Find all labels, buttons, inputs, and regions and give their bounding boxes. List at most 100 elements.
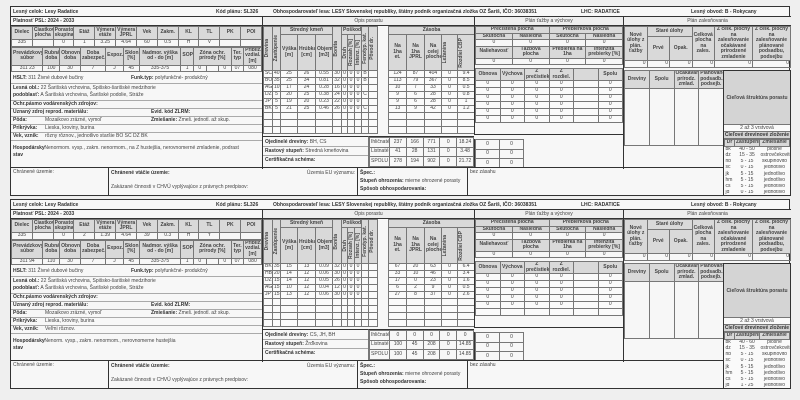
cell: 0	[548, 280, 574, 288]
element: Pôda: Mozaikovo zrázné, vymoľ Zmiešanie: …	[11, 117, 262, 125]
label: LHC:	[581, 9, 593, 15]
cell: 1.2	[457, 105, 474, 113]
element: Ojedinelé dreviny: BH, CS	[263, 138, 368, 147]
label: Obhospodarovateľ lesa:	[273, 9, 331, 15]
cell: 2.6	[457, 291, 474, 299]
cell	[441, 119, 459, 127]
opis-porastu-title: Opis porastu	[263, 17, 474, 26]
cell	[388, 305, 408, 313]
element: Obhospodarovateľ lesa: LESY Slovenskej r…	[273, 7, 537, 16]
cell	[368, 91, 379, 99]
cell: 0.28	[314, 84, 334, 92]
cell	[368, 298, 379, 306]
cell: jednotlivo	[763, 357, 786, 364]
cell	[368, 319, 379, 327]
basic-info-table: DielecČiastková plochaPorastová skupinaE…	[11, 219, 262, 240]
cell: 7	[80, 257, 107, 265]
cell: 40 - 60	[739, 339, 755, 345]
header-cell: Na celej ploche	[424, 227, 443, 264]
cell: 15 - 35	[739, 152, 755, 158]
cell	[280, 298, 298, 306]
cell	[377, 263, 390, 271]
header-cell: Dreviny	[624, 263, 650, 282]
cell	[368, 277, 379, 285]
element: Ležanina	[442, 234, 449, 257]
cell	[377, 277, 390, 285]
cell: 14.85	[456, 349, 474, 360]
cell: 0	[499, 108, 525, 116]
cell	[573, 115, 599, 123]
label: Rastový stupeň:	[265, 148, 304, 154]
cell: 12	[297, 284, 316, 292]
cell	[361, 98, 370, 106]
ciel-row: dz 15 - 35 ostrovčekovito	[725, 152, 790, 158]
header-cell: Fenotyp. kat.	[361, 26, 370, 71]
stock-sum-table: Ihličnaté 0 0 0 0 0 Listnaté 100 45 208 0 14.85 SPOL…	[369, 330, 474, 360]
element: Zmiešanie: Zmeš. jednotl. až skup.	[151, 310, 230, 317]
cell: Ihličnaté	[369, 137, 390, 148]
ciel-row: cs 5 - 15 jednotlivo	[725, 377, 790, 383]
cell	[548, 308, 574, 316]
cell: jednotlivo	[763, 183, 786, 190]
header-cell: Výmera etáže	[94, 26, 117, 40]
cell: 12	[297, 291, 316, 299]
label: LHC:	[581, 202, 593, 208]
cell: 1	[180, 257, 194, 265]
cell: 0	[475, 250, 513, 258]
cell: jednotlivo	[763, 190, 786, 196]
ciel-row: jd 1 - 25 jednotlivo	[725, 383, 790, 388]
cell	[573, 108, 599, 116]
label: Špec.:	[360, 170, 376, 176]
label: Prikrývka:	[13, 125, 38, 131]
header-cell: Na 1ha JPRL	[406, 227, 426, 264]
cell: 0	[499, 139, 524, 150]
cell: 0	[548, 301, 574, 309]
cell: 0.3	[156, 232, 179, 240]
header-cell: Drevina	[263, 219, 273, 264]
cell	[361, 277, 370, 285]
ciel-row: hm 5 - 15 jednotlivo	[725, 177, 790, 183]
cell: 0	[524, 301, 550, 309]
left-panel: DielecČiastková plochaPorastová skupinaE…	[11, 26, 263, 169]
cell: JP	[263, 291, 273, 299]
cell: cs	[725, 183, 731, 190]
cell	[377, 270, 390, 278]
element: Lieska, kroviny, burina	[45, 125, 94, 132]
cell: BO	[263, 77, 273, 85]
cell: 40	[272, 70, 281, 78]
cell: 37	[424, 291, 443, 299]
cell: 0	[752, 60, 791, 68]
header-cell: Plánované podsadb., podsejb.	[698, 263, 724, 282]
zmiesanie: Zmeš. jednotl. až skup.	[178, 117, 230, 123]
element: BK 35 15 13 0.09 32 0 0 0 67 20 63 0 6.4 HB 20 14 12 0.06 3…	[263, 263, 474, 327]
cell: 0	[475, 294, 501, 302]
cell	[441, 305, 459, 313]
label: Platnosť PSL:	[13, 211, 47, 217]
header-cell: Intenzita prebierky [%]	[585, 238, 623, 252]
cell: 0	[691, 253, 715, 261]
cell: Listnaté	[369, 339, 390, 350]
cell	[361, 263, 370, 271]
cell: 0	[439, 156, 458, 167]
header-cell: Rozdiel CBP	[457, 34, 474, 71]
cell: 13	[280, 291, 298, 299]
element: Druh	[342, 46, 348, 59]
label: Stupeň ohrozenia:	[360, 371, 404, 377]
cell: J	[105, 257, 124, 265]
element: Zmiešanie: Zmeš. jednotl. až skup.	[151, 117, 230, 124]
element: Rozdiel CBP	[458, 230, 465, 261]
header-cell: Rozsah [%]	[347, 227, 356, 264]
cell: 0	[475, 287, 501, 295]
cell: 41	[389, 146, 407, 157]
cell	[441, 112, 459, 120]
lesny-celok: Lesy Radatice	[44, 9, 79, 15]
cell	[280, 119, 298, 127]
element: SC 40 25 26 0.55 30 0 0 0 B 124 87 404 0 9.4 BO 35 25 34 0.…	[263, 70, 474, 134]
header-cell: Spolu	[648, 263, 675, 282]
cell	[573, 101, 599, 109]
header-cell: Rozdiel CBP	[457, 227, 474, 264]
ciel-row: jk 5 - 15 jednotlivo	[725, 171, 790, 177]
cell: hm	[725, 370, 733, 376]
cell	[368, 70, 379, 78]
cell	[573, 87, 599, 95]
